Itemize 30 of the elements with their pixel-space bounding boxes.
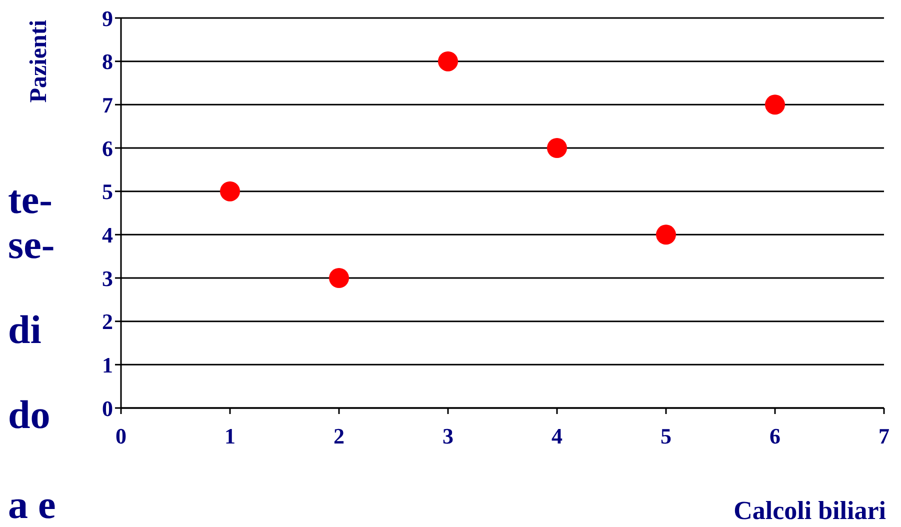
y-tick-label: 5 — [102, 179, 113, 204]
x-tick-label: 6 — [770, 424, 780, 449]
y-tick-label: 0 — [102, 396, 113, 421]
point — [438, 51, 458, 72]
x-tick-label: 3 — [442, 424, 454, 449]
point — [547, 138, 567, 158]
y-tick-label: 9 — [102, 6, 113, 31]
point — [329, 268, 349, 288]
text: te- — [8, 177, 52, 222]
text: di — [8, 307, 42, 352]
x-tick-label: 5 — [660, 424, 672, 449]
text: a e — [8, 482, 56, 527]
x-tick-label: 1 — [224, 424, 236, 449]
y-tick-label: 1 — [102, 352, 113, 378]
text: do — [8, 392, 50, 437]
y-tick-label: 4 — [102, 222, 113, 248]
y-tick-label: 8 — [102, 49, 113, 74]
y-tick-label: 6 — [102, 136, 113, 161]
point — [220, 181, 240, 202]
text: se- — [8, 222, 55, 267]
y-tick-label: 3 — [102, 266, 113, 291]
x-tick-label: 4 — [552, 424, 562, 449]
y-tick-label: 2 — [102, 309, 113, 334]
y-tick-label: 7 — [102, 92, 113, 118]
x-tick-label: 2 — [334, 424, 344, 449]
point — [765, 94, 785, 115]
x-tick-label: 7 — [878, 424, 890, 449]
x-axis-title: Calcoli biliari — [734, 496, 886, 525]
point — [656, 224, 676, 245]
y-axis-title: Pazienti — [26, 20, 52, 103]
